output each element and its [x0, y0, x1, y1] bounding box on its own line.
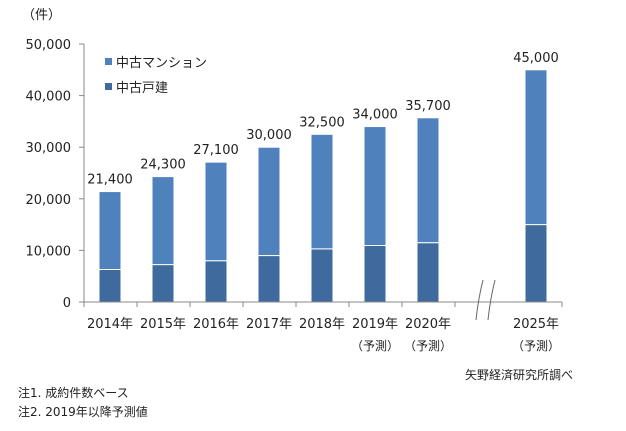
total-label: 32,500 [299, 115, 345, 130]
bar-segment-mansion [257, 146, 281, 257]
bar-segment-mansion [98, 191, 122, 270]
legend-swatch-mansion [105, 58, 112, 65]
x-category-label: 2017年 [246, 317, 292, 332]
bar-segment-mansion [363, 126, 387, 246]
note-2: 注2. 2019年以降予測値 [18, 404, 148, 419]
note-1: 注1. 成約件数ベース [18, 385, 129, 400]
x-category-label: 2016年 [193, 317, 239, 332]
legend-swatch-house [105, 83, 112, 90]
total-label: 35,700 [405, 99, 451, 114]
x-axis: 2014年 2015年 2016年 2017年 2018年 2019年 （予測） 2020年 （… [83, 301, 563, 353]
bars: 21,400 24,300 27,100 30,000 32,500 34,000 35,7… [87, 51, 559, 303]
total-label: 34,000 [352, 108, 398, 123]
y-tick-label: 30,000 [26, 141, 72, 156]
x-category-label: 2019年 [352, 317, 398, 332]
bar-segment-house [524, 224, 548, 303]
bar-segment-mansion [310, 133, 334, 250]
bar-segment-house [151, 264, 175, 303]
x-category-label: 2015年 [140, 317, 186, 332]
bar-segment-mansion [416, 117, 440, 244]
y-tick-label: 10,000 [26, 244, 72, 259]
total-label: 45,000 [513, 51, 559, 66]
y-axis-unit-label: （件） [22, 8, 61, 23]
legend-label-mansion: 中古マンション [116, 56, 207, 71]
x-category-sublabel: （予測） [351, 339, 399, 353]
x-category-sublabel: （予測） [404, 339, 452, 353]
source-note: 矢野経済研究所調べ [465, 367, 573, 382]
bar-segment-mansion [204, 161, 228, 262]
bar-segment-house [416, 242, 440, 303]
bar-segment-house [257, 255, 281, 303]
total-label: 24,300 [140, 158, 186, 173]
total-label: 27,100 [193, 143, 239, 158]
x-category-label: 2025年 [513, 317, 559, 332]
total-label: 21,400 [87, 173, 133, 188]
bar-segment-mansion [151, 176, 175, 266]
y-tick-label: 20,000 [26, 193, 72, 208]
legend: 中古マンション 中古戸建 [105, 56, 207, 96]
y-axis: 0 10,000 20,000 30,000 40,000 50,000 [26, 38, 85, 311]
bar-segment-mansion [524, 69, 548, 226]
x-category-label: 2018年 [299, 317, 345, 332]
bar-segment-house [98, 268, 122, 303]
y-tick-label: 0 [63, 296, 71, 311]
x-category-label: 2014年 [87, 317, 133, 332]
bar-segment-house [204, 260, 228, 303]
axis-break-mark [475, 279, 496, 321]
bar-segment-house [363, 244, 387, 303]
bar-segment-house [310, 248, 334, 303]
y-tick-label: 50,000 [26, 38, 72, 53]
y-tick-label: 40,000 [26, 90, 72, 105]
total-label: 30,000 [246, 128, 292, 143]
legend-label-house: 中古戸建 [116, 81, 168, 96]
x-category-sublabel: （予測） [512, 339, 560, 353]
x-category-label: 2020年 [405, 317, 451, 332]
